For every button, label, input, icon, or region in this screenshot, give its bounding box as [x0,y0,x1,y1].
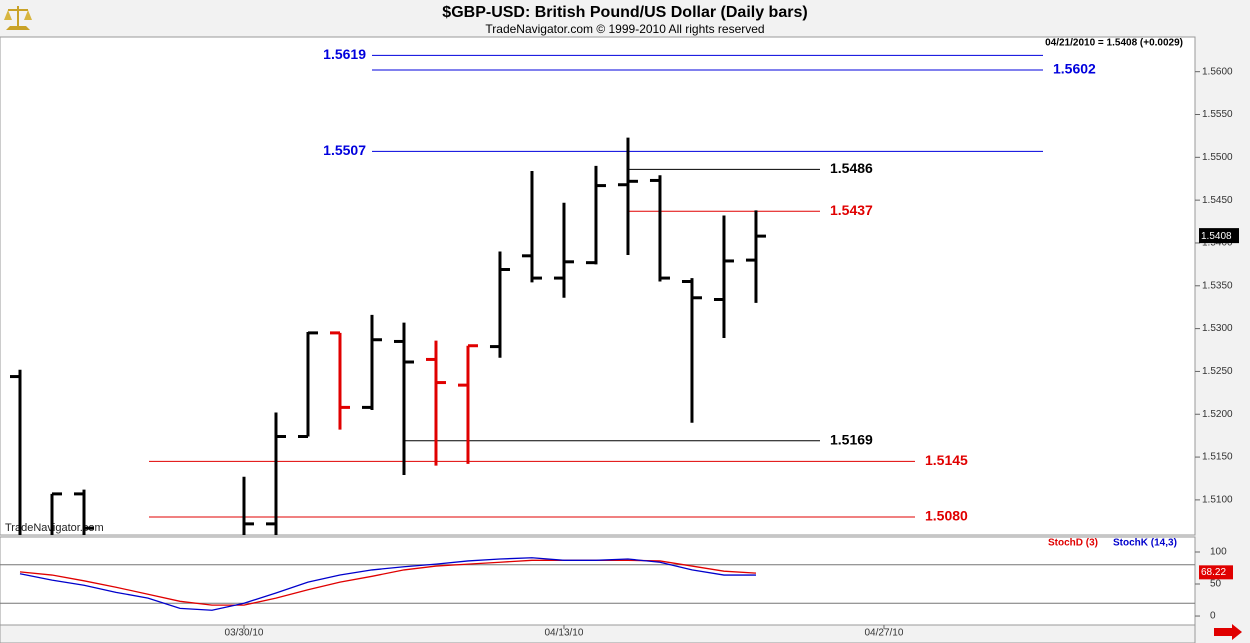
y-tick-label: 1.5550 [1202,109,1233,120]
stoch-line [19,559,757,606]
date-axis [0,624,1196,643]
scroll-arrow[interactable] [1214,624,1242,640]
y-tick-label: 1.5500 [1202,152,1233,163]
y-tick-label: 1.5450 [1202,195,1233,206]
chart-subtitle: TradeNavigator.com © 1999-2010 All right… [485,22,764,36]
watermark: TradeNavigator.com [5,522,104,534]
stoch-plot [0,557,1195,611]
level-label: 1.5145 [925,452,968,468]
y-tick-label: 1.5200 [1202,409,1233,420]
price-plot [9,54,1043,535]
status-text: 04/21/2010 = 1.5408 (+0.0029) [1045,38,1183,49]
y-tick-label: 100 [1210,547,1227,558]
level-label: 1.5437 [830,202,873,218]
y-tick-label: 1.5250 [1202,366,1233,377]
y-tick-label: 1.5350 [1202,280,1233,291]
y-tick-label: 50 [1210,579,1222,590]
y-tick-label: 0 [1210,611,1216,622]
y-tick-label: 1.5600 [1202,66,1233,77]
chart-title: $GBP-USD: British Pound/US Dollar (Daily… [442,4,807,21]
level-label: 1.5507 [323,142,366,158]
x-tick-label: 04/27/10 [865,628,904,639]
x-tick-label: 04/13/10 [545,628,584,639]
last-price-box [1199,228,1239,244]
price-panel [0,36,1196,536]
axes: 1.5100 1.5150 1.5200 1.5250 1.5300 1.5350 1.54… [225,46,1239,639]
stoch-panel [0,536,1196,626]
last-value-box [1199,565,1233,580]
y-tick-label: 1.5100 [1202,495,1233,506]
scale-icon [4,6,32,30]
level-label: 1.5169 [830,431,873,447]
last-price-label: 1.5408 [1201,231,1232,242]
legend-label: StochK (14,3) [1113,538,1177,549]
stoch-line [19,557,756,611]
level-label: 1.5619 [323,46,366,62]
last-value-label: 68.22 [1201,567,1226,578]
legend-label: StochD (3) [1048,538,1098,549]
level-label: 1.5080 [925,508,968,524]
level-label: 1.5602 [1053,61,1096,77]
x-tick-label: 03/30/10 [225,628,264,639]
level-label: 1.5486 [830,160,873,176]
y-tick-label: 1.5150 [1202,452,1233,463]
y-tick-label: 1.5300 [1202,323,1233,334]
